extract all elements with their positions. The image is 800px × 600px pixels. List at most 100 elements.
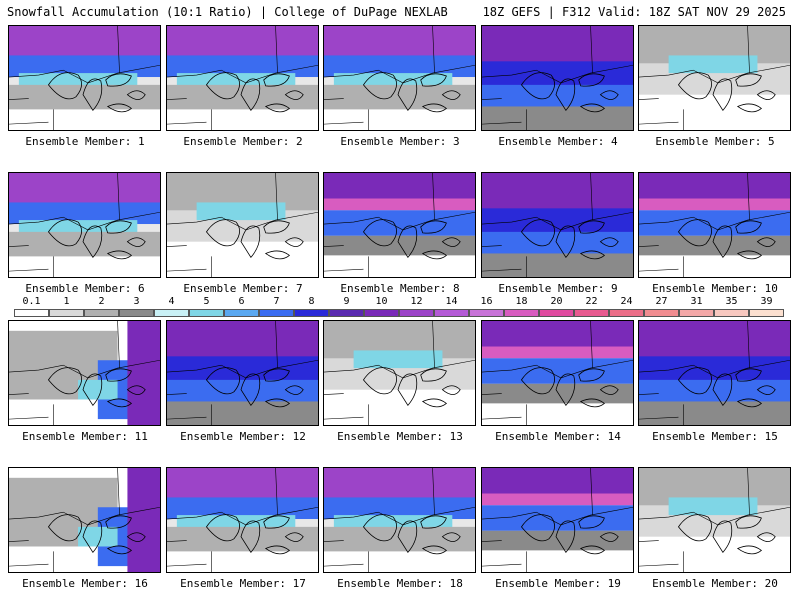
great-lakes-outline xyxy=(362,514,461,555)
ensemble-member-label: Ensemble Member: 19 xyxy=(495,577,621,590)
colorbar-swatch xyxy=(84,309,119,317)
snowfall-map xyxy=(324,321,475,425)
snowfall-band xyxy=(639,536,790,572)
snowfall-band xyxy=(167,468,318,500)
snowfall-map xyxy=(639,173,790,277)
ensemble-member-map xyxy=(166,467,319,573)
snowfall-map xyxy=(167,173,318,277)
colorbar-tick-label: 2 xyxy=(98,296,105,307)
snowfall-band xyxy=(167,241,318,277)
snowfall-map xyxy=(639,321,790,425)
snowfall-band xyxy=(353,350,443,369)
great-lakes-outline xyxy=(47,514,146,555)
great-lakes-outline xyxy=(520,72,619,113)
snowfall-band xyxy=(324,210,475,236)
ensemble-member-map xyxy=(323,320,476,426)
great-lakes-outline xyxy=(677,219,776,260)
ensemble-member-map xyxy=(638,320,791,426)
snowfall-band xyxy=(639,255,790,277)
snowfall-band xyxy=(639,94,790,130)
state-borders xyxy=(167,321,318,425)
colorbar-swatch xyxy=(49,309,84,317)
snowfall-band xyxy=(639,401,790,425)
snowfall-band xyxy=(324,235,475,256)
great-lakes-outline xyxy=(677,367,776,408)
snowfall-band xyxy=(324,109,475,130)
colorbar-tick-label: 1 xyxy=(63,296,70,307)
state-borders xyxy=(482,26,633,130)
state-borders xyxy=(167,173,318,277)
colorbar-swatch xyxy=(539,309,574,317)
ensemble-member-map xyxy=(8,320,161,426)
snowfall-band xyxy=(482,173,633,213)
colorbar-swatch xyxy=(574,309,609,317)
ensemble-member-map xyxy=(323,467,476,573)
ensemble-member-label: Ensemble Member: 9 xyxy=(498,282,618,295)
state-borders xyxy=(9,468,160,572)
snowfall-band xyxy=(324,198,475,211)
great-lakes-outline xyxy=(205,367,304,408)
ensemble-member-label: Ensemble Member: 15 xyxy=(652,430,778,443)
snowfall-band xyxy=(482,530,633,551)
snowfall-band xyxy=(324,55,475,78)
colorbar-tick-label: 24 xyxy=(620,296,633,307)
colorbar-tick-label: 9 xyxy=(343,296,350,307)
colorbar-swatch xyxy=(364,309,399,317)
ensemble-member-label: Ensemble Member: 13 xyxy=(337,430,463,443)
great-lakes-outline xyxy=(362,72,461,113)
colorbar-tick-label: 22 xyxy=(585,296,598,307)
colorbar-swatch xyxy=(119,309,154,317)
snowfall-band xyxy=(482,321,633,349)
snowfall-map xyxy=(639,26,790,130)
ensemble-member-map xyxy=(638,467,791,573)
colorbar-swatch xyxy=(294,309,329,317)
ensemble-member-map xyxy=(8,467,161,573)
ensemble-member-label: Ensemble Member: 10 xyxy=(652,282,778,295)
snowfall-band xyxy=(78,526,118,547)
ensemble-member-label: Ensemble Member: 20 xyxy=(652,577,778,590)
ensemble-member-map xyxy=(638,25,791,131)
snowfall-band xyxy=(639,210,790,236)
ensemble-member-map xyxy=(8,172,161,278)
ensemble-member-label: Ensemble Member: 2 xyxy=(183,135,303,148)
great-lakes-outline xyxy=(205,219,304,260)
great-lakes-outline xyxy=(520,367,619,408)
snowfall-map xyxy=(482,321,633,425)
great-lakes-outline xyxy=(47,219,146,260)
snowfall-band xyxy=(324,468,475,500)
ensemble-member-map xyxy=(481,25,634,131)
ensemble-member-label: Ensemble Member: 6 xyxy=(25,282,145,295)
snowfall-band xyxy=(324,26,475,58)
colorbar xyxy=(14,309,784,317)
colorbar-tick-label: 8 xyxy=(308,296,315,307)
snowfall-band xyxy=(639,356,790,382)
ensemble-member-label: Ensemble Member: 5 xyxy=(655,135,775,148)
great-lakes-outline xyxy=(205,72,304,113)
state-borders xyxy=(167,26,318,130)
great-lakes-outline xyxy=(677,514,776,555)
ensemble-member-map xyxy=(323,172,476,278)
ensemble-member-label: Ensemble Member: 14 xyxy=(495,430,621,443)
colorbar-tick-label: 20 xyxy=(550,296,563,307)
ensemble-member-label: Ensemble Member: 7 xyxy=(183,282,303,295)
ensemble-member-label: Ensemble Member: 12 xyxy=(180,430,306,443)
snowfall-band xyxy=(127,321,160,425)
ensemble-member-map xyxy=(8,25,161,131)
colorbar-tick-label: 31 xyxy=(690,296,703,307)
ensemble-member-map xyxy=(166,320,319,426)
snowfall-band xyxy=(167,401,318,425)
colorbar-tick-label: 4 xyxy=(168,296,175,307)
snowfall-map xyxy=(639,468,790,572)
colorbar-labels: 0.1 1 2 3 4 5 6 7 8 9 10 12 14 16 18 20 22 24 27 31 35 39 xyxy=(14,296,784,308)
colorbar-swatch xyxy=(609,309,644,317)
snowfall-band xyxy=(482,346,633,359)
great-lakes-outline xyxy=(362,367,461,408)
snowfall-band xyxy=(324,255,475,277)
snowfall-band xyxy=(482,26,633,66)
snowfall-band xyxy=(324,389,475,425)
snowfall-map xyxy=(9,468,160,572)
great-lakes-outline xyxy=(520,514,619,555)
snowfall-map xyxy=(482,26,633,130)
snowfall-map xyxy=(324,26,475,130)
snowfall-band xyxy=(482,253,633,277)
